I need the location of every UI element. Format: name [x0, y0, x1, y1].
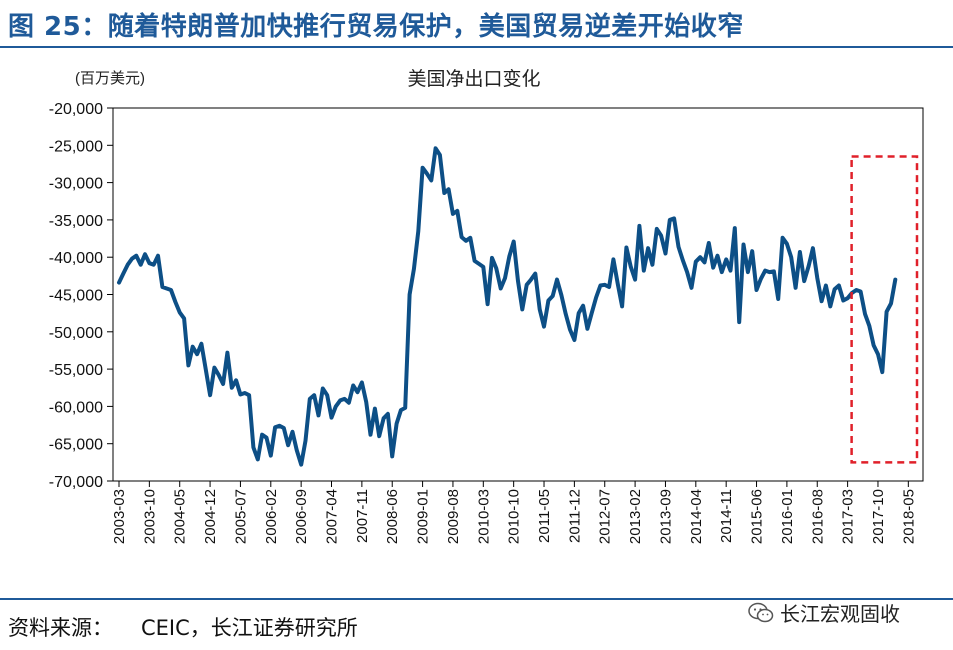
- x-tick-label: 2012-07: [597, 489, 614, 544]
- y-tick-label: -50,000: [49, 325, 103, 342]
- x-tick-label: 2003-10: [141, 489, 158, 544]
- x-tick-label: 2005-07: [232, 489, 249, 544]
- source-text: CEIC，长江证券研究所: [141, 616, 358, 640]
- y-tick-label: -20,000: [49, 101, 103, 118]
- x-tick-label: 2015-06: [749, 489, 766, 544]
- x-tick-label: 2016-01: [779, 489, 796, 544]
- y-tick-label: -45,000: [49, 288, 103, 305]
- x-tick-label: 2006-09: [293, 489, 310, 544]
- x-tick-label: 2004-12: [202, 489, 219, 544]
- x-tick-label: 2011-12: [566, 489, 583, 543]
- source-note: 资料来源： CEIC，长江证券研究所: [8, 612, 358, 642]
- x-tick-label: 2013-02: [627, 489, 644, 544]
- watermark: 长江宏观固收: [748, 598, 900, 627]
- x-tick-label: 2008-06: [384, 489, 401, 544]
- x-tick-label: 2014-11: [718, 489, 735, 543]
- x-tick-label: 2009-08: [445, 489, 462, 544]
- source-label: 资料来源：: [8, 616, 113, 640]
- footer-rule: [0, 598, 953, 600]
- x-tick-label: 2003-03: [111, 489, 128, 544]
- chart-title: 美国净出口变化: [407, 68, 540, 90]
- y-tick-label: -65,000: [49, 437, 103, 454]
- y-tick-label: -55,000: [49, 362, 103, 379]
- y-tick-label: -60,000: [49, 399, 103, 416]
- x-tick-label: 2004-05: [172, 489, 189, 544]
- x-tick-label: 2017-10: [870, 489, 887, 544]
- x-tick-label: 2016-08: [809, 489, 826, 544]
- x-tick-label: 2017-03: [840, 489, 857, 544]
- plot-frame: [112, 107, 924, 482]
- y-tick-label: -25,000: [49, 138, 103, 155]
- y-tick-label: -40,000: [49, 250, 103, 267]
- wechat-icon: [748, 602, 774, 622]
- y-unit-label: (百万美元): [75, 70, 145, 87]
- y-tick-label: -30,000: [49, 176, 103, 193]
- x-tick-label: 2010-03: [475, 489, 492, 544]
- x-tick-label: 2013-09: [657, 489, 674, 544]
- title-rule: [0, 46, 953, 48]
- net-exports-line-chart: 美国净出口变化 (百万美元) -20,000 -25,000 -30,000 -35,…: [49, 68, 924, 544]
- highlight-box: [850, 155, 919, 464]
- x-tick-label: 2010-10: [506, 489, 523, 544]
- x-tick-label: 2014-04: [688, 489, 705, 544]
- y-tick-label: -35,000: [49, 213, 103, 230]
- x-tick-label: 2009-01: [415, 489, 432, 544]
- x-tick-label: 2007-11: [354, 489, 371, 543]
- figure-title: 图 25：随着特朗普加快推行贸易保护，美国贸易逆差开始收窄: [8, 12, 744, 42]
- series-line-net-exports: [117, 146, 898, 467]
- x-tick-label: 2011-05: [536, 489, 553, 543]
- x-tick-label: 2007-04: [324, 489, 341, 544]
- x-tick-label: 2006-02: [263, 489, 280, 544]
- watermark-text: 长江宏观固收: [780, 602, 900, 626]
- x-tick-label: 2018-05: [900, 489, 917, 544]
- y-tick-label: -70,000: [49, 474, 103, 491]
